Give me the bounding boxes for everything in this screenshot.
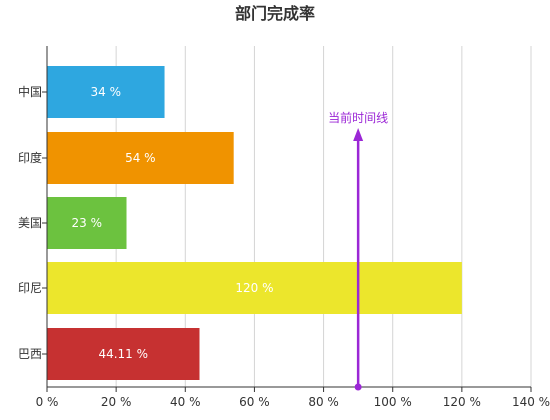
y-axis-category-label: 印尼 <box>18 281 42 295</box>
bar-value-label: 54 % <box>125 151 156 165</box>
x-axis-tick-label: 120 % <box>443 395 481 409</box>
bars-layer: 34 % 54 % 23 % 120 % 44.11 % <box>47 66 462 380</box>
grid-layer <box>115 46 532 387</box>
y-axis-category-label: 美国 <box>18 216 42 230</box>
x-axis-tick-label: 20 % <box>101 395 132 409</box>
bar-value-label: 44.11 % <box>98 347 148 361</box>
x-axis-tick-label: 0 % <box>36 395 59 409</box>
bar-value-label: 23 % <box>72 216 103 230</box>
x-axis-tick-label: 80 % <box>308 395 339 409</box>
current-time-arrow-icon <box>353 128 364 141</box>
bar-中国[interactable] <box>47 66 165 118</box>
y-axis-category-label: 中国 <box>18 84 42 99</box>
bar-value-label: 34 % <box>91 85 122 99</box>
x-axis-tick-label: 60 % <box>239 395 270 409</box>
bar-value-label: 120 % <box>235 281 273 295</box>
y-axis-category-label: 印度 <box>18 150 42 165</box>
bar-印尼[interactable] <box>47 262 462 314</box>
bar-美国[interactable] <box>47 197 127 249</box>
bar-巴西[interactable] <box>47 328 200 380</box>
x-axis-tick-label: 140 % <box>512 395 550 409</box>
chart-title: 部门完成率 <box>235 4 315 23</box>
x-axis-tick-label: 100 % <box>374 395 412 409</box>
current-time-dot <box>354 383 362 391</box>
x-axis-tick-label: 40 % <box>170 395 201 409</box>
bar-印度[interactable] <box>47 132 234 184</box>
marker-layer: 当前时间线 <box>328 110 388 391</box>
y-axis-category-label: 巴西 <box>18 347 42 361</box>
current-time-label: 当前时间线 <box>328 110 388 125</box>
